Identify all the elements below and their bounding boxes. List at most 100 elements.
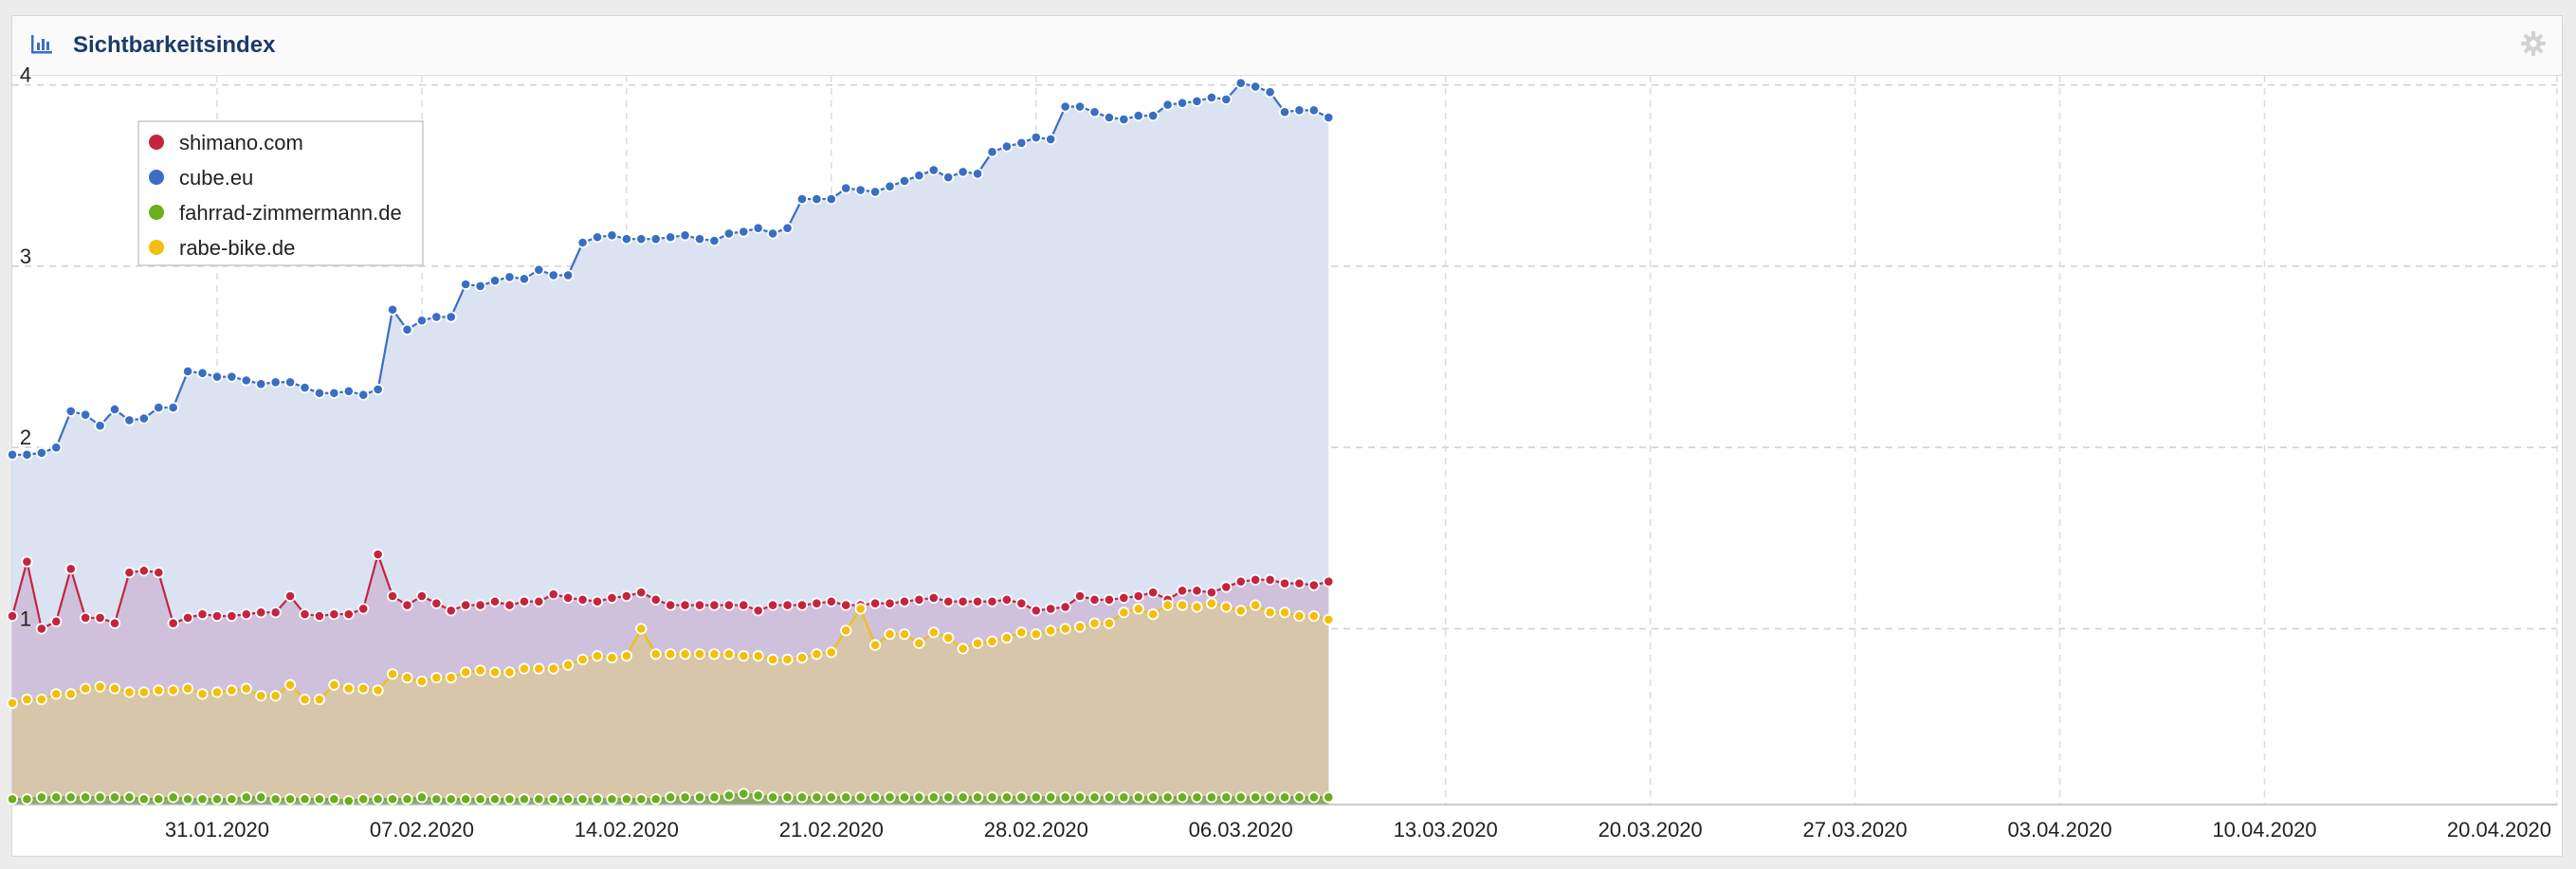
data-point (226, 684, 238, 697)
data-point (386, 793, 399, 806)
data-point (547, 269, 559, 281)
data-point (1103, 593, 1115, 606)
data-point (562, 793, 575, 806)
data-point (1000, 593, 1014, 606)
data-point (21, 793, 33, 806)
data-point (1088, 791, 1101, 804)
data-point (21, 693, 33, 706)
data-point (693, 648, 706, 661)
data-point (693, 599, 706, 611)
data-point (752, 650, 764, 662)
data-point (1161, 99, 1174, 111)
data-point (854, 791, 867, 804)
data-point (488, 275, 502, 287)
data-point (386, 303, 399, 316)
data-point (64, 688, 77, 700)
data-point (1220, 601, 1233, 613)
data-point (80, 682, 92, 695)
data-point (884, 791, 896, 804)
data-point (986, 635, 998, 647)
data-point (942, 595, 955, 607)
data-point (503, 666, 516, 679)
data-point (123, 567, 136, 579)
data-point (1088, 106, 1101, 118)
data-point (1323, 111, 1335, 124)
data-point (722, 599, 735, 611)
data-point (767, 227, 779, 240)
data-point (665, 231, 677, 244)
data-point (460, 599, 472, 611)
data-point (1015, 597, 1028, 609)
data-point (986, 595, 998, 607)
data-point (635, 793, 648, 806)
data-point (811, 597, 823, 609)
data-point (1205, 597, 1217, 609)
data-point (533, 595, 545, 607)
data-point (518, 595, 530, 607)
data-point (738, 599, 750, 611)
data-point (927, 164, 940, 176)
data-point (1220, 581, 1233, 593)
data-point (562, 269, 575, 281)
data-point (357, 682, 370, 695)
x-tick-label: 20.04.2020 (2447, 818, 2551, 842)
data-point (6, 793, 19, 806)
data-point (488, 666, 502, 679)
data-point (1234, 77, 1247, 89)
data-point (80, 791, 92, 804)
data-point (752, 222, 764, 234)
data-point (957, 166, 969, 178)
data-point (518, 793, 530, 806)
data-point (283, 589, 297, 603)
data-point (1220, 791, 1233, 804)
data-point (591, 650, 604, 662)
data-point (255, 378, 267, 390)
data-point (547, 793, 559, 806)
data-point (679, 229, 691, 242)
data-point (137, 793, 150, 806)
data-point (811, 192, 823, 206)
data-point (1147, 608, 1160, 621)
legend-box (137, 120, 424, 266)
data-point (971, 168, 984, 180)
data-point (1103, 617, 1115, 629)
data-point (1191, 95, 1203, 107)
data-point (884, 597, 896, 609)
data-point (167, 791, 179, 804)
data-point (679, 599, 691, 611)
x-tick-label: 14.02.2020 (575, 818, 679, 842)
data-point (1000, 631, 1014, 644)
data-point (357, 389, 370, 401)
data-point (196, 608, 209, 621)
series-cube.eu (6, 77, 1335, 461)
data-point (1059, 623, 1071, 635)
data-point (6, 609, 19, 623)
data-point (840, 182, 852, 194)
data-point (342, 795, 355, 807)
data-point (547, 588, 559, 601)
data-point (210, 686, 224, 698)
data-point (942, 791, 955, 804)
legend-marker (149, 240, 164, 255)
data-point (825, 192, 837, 206)
data-point (781, 791, 794, 804)
data-point (533, 793, 545, 806)
data-point (693, 791, 706, 804)
data-point (533, 662, 545, 675)
data-point (1307, 609, 1320, 623)
data-point (884, 180, 896, 192)
data-point (50, 442, 63, 454)
data-point (1264, 86, 1276, 99)
data-point (957, 791, 969, 804)
data-point (108, 403, 121, 416)
data-point (1030, 605, 1042, 617)
data-point (942, 172, 955, 184)
data-point (722, 227, 735, 240)
data-point (80, 611, 92, 625)
data-point (1088, 617, 1101, 629)
data-point (415, 675, 429, 688)
data-point (1191, 601, 1203, 613)
legend-entry: fahrrad-zimmermann.de (179, 201, 402, 225)
gear-icon[interactable] (2520, 30, 2547, 57)
